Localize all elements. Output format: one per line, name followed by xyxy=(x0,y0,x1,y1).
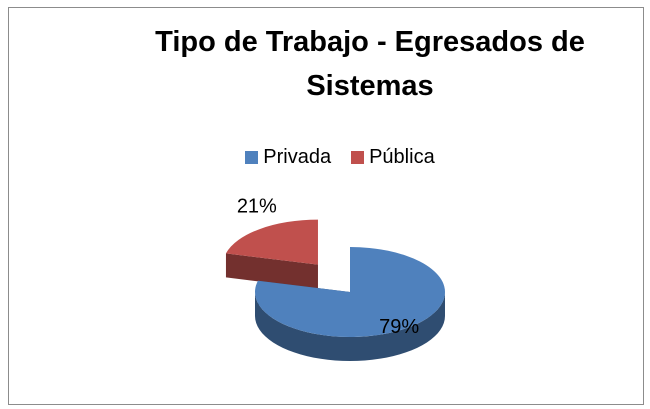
slice-side xyxy=(225,253,318,289)
legend: Privada Pública xyxy=(0,146,650,169)
slice xyxy=(254,247,445,337)
slice xyxy=(225,219,318,265)
legend-item: Privada xyxy=(245,146,331,169)
legend-item: Pública xyxy=(351,146,435,169)
legend-label: Privada xyxy=(263,146,332,168)
data-label: 21% xyxy=(237,196,277,218)
legend-label: Pública xyxy=(369,146,435,168)
chart-frame xyxy=(8,7,644,405)
slice-side xyxy=(255,292,445,361)
chart-title: Tipo de Trabajo - Egresados de Sistemas xyxy=(155,26,585,102)
legend-swatch xyxy=(351,151,365,164)
data-label: 79% xyxy=(379,316,419,338)
legend-swatch xyxy=(245,151,259,164)
